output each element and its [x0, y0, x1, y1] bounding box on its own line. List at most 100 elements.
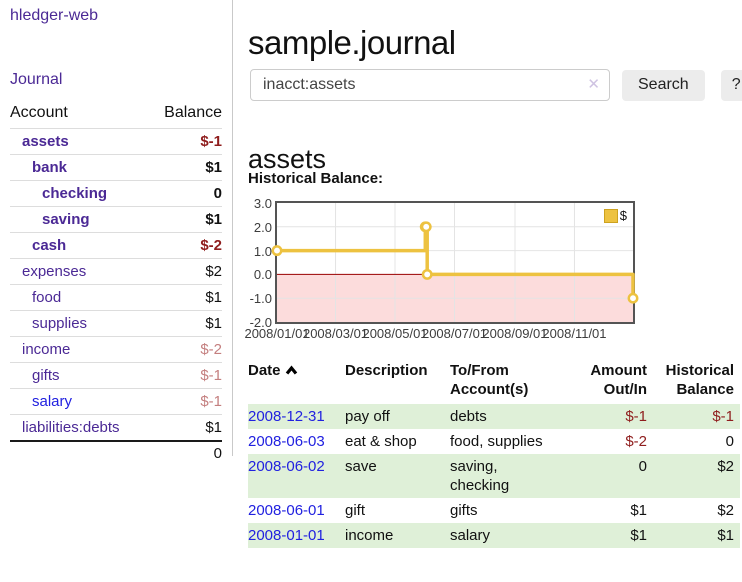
app-brand-link[interactable]: hledger-web — [10, 7, 99, 24]
transaction-amount: $1 — [630, 502, 647, 519]
accounts-header-account: Account — [10, 104, 68, 121]
search-form: ✕ Search ? — [250, 69, 742, 101]
account-row: saving $1 — [10, 206, 222, 233]
account-cell: cash — [10, 232, 149, 259]
account-link[interactable]: food — [32, 289, 62, 306]
main-content: sample.journal ✕ Search ? assets Histori… — [244, 0, 742, 582]
page-title: sample.journal — [248, 24, 456, 62]
account-link[interactable]: assets — [22, 133, 69, 150]
account-link[interactable]: gifts — [32, 367, 60, 384]
account-cell: salary — [10, 388, 149, 415]
account-row: supplies $1 — [10, 310, 222, 337]
account-row: food $1 — [10, 284, 222, 311]
register-section: Date Description To/From Account(s) Amou… — [248, 358, 740, 548]
search-button[interactable]: Search — [622, 69, 705, 101]
y-axis-tick-label: 3.0 — [253, 196, 272, 211]
x-axis-tick-label: 2008/07/01 — [421, 326, 488, 341]
transaction-date-link[interactable]: 2008-06-03 — [248, 433, 325, 450]
accounts-total-spacer — [10, 440, 149, 465]
account-cell: food — [10, 284, 149, 311]
account-cell: income — [10, 336, 149, 363]
transaction-row: 2008-06-02 save saving, checking 0 $2 — [248, 454, 740, 498]
search-box: ✕ — [250, 69, 610, 101]
column-header-balance: Historical Balance — [665, 362, 734, 398]
account-cell: checking — [10, 180, 149, 207]
legend-swatch — [603, 208, 618, 223]
chart-plot-area[interactable]: $ — [271, 201, 639, 324]
transaction-row: 2008-06-03 eat & shop food, supplies $-2 0 — [248, 429, 740, 454]
y-axis-tick-label: -1.0 — [249, 291, 272, 307]
account-cell: expenses — [10, 258, 149, 285]
account-balance: $-1 — [148, 388, 222, 415]
account-link[interactable]: supplies — [32, 315, 88, 332]
x-axis: 2008/01/01 2008/03/01 2008/05/01 2008/07/01… — [244, 326, 633, 344]
y-axis-tick-label: 2.0 — [253, 219, 272, 235]
transaction-date-link[interactable]: 2008-06-02 — [248, 458, 325, 475]
account-row: income $-2 — [10, 336, 222, 363]
transaction-balance: $1 — [717, 527, 734, 544]
transaction-balance: $2 — [717, 502, 734, 519]
account-row: bank $1 — [10, 154, 222, 181]
transaction-description: income — [345, 527, 394, 544]
account-row: salary $-1 — [10, 388, 222, 415]
transaction-date-cell: 2008-06-03 — [248, 429, 345, 454]
account-balance: $1 — [148, 206, 222, 233]
chart-title: Historical Balance: — [248, 170, 384, 187]
transaction-amount: $1 — [630, 527, 647, 544]
register-header-row: Date Description To/From Account(s) Amou… — [248, 358, 740, 404]
accounts-total-value: 0 — [148, 440, 222, 465]
column-header-date[interactable]: Date — [248, 358, 345, 404]
account-row: gifts $-1 — [10, 362, 222, 389]
chart-legend: $ — [603, 208, 627, 223]
account-balance: $2 — [148, 258, 222, 285]
account-balance: $-1 — [148, 128, 222, 155]
accounts-header-row: Account Balance — [10, 100, 222, 129]
account-row: cash $-2 — [10, 232, 222, 259]
transaction-accounts: gifts — [450, 502, 478, 519]
column-header-amount: Amount Out/In — [590, 362, 647, 398]
transaction-accounts: saving, checking — [450, 458, 510, 494]
account-link[interactable]: saving — [42, 211, 90, 228]
account-balance: $-2 — [148, 232, 222, 259]
account-balance: $-1 — [148, 362, 222, 389]
account-balance: $1 — [148, 310, 222, 337]
transaction-date-link[interactable]: 2008-06-01 — [248, 502, 325, 519]
transaction-date-link[interactable]: 2008-01-01 — [248, 527, 325, 544]
register-table: Date Description To/From Account(s) Amou… — [248, 358, 740, 548]
transaction-date-cell: 2008-06-01 — [248, 498, 345, 523]
accounts-header-balance: Balance — [164, 104, 222, 121]
clear-search-icon[interactable]: ✕ — [587, 76, 600, 93]
sidebar-item-journal[interactable]: Journal — [10, 71, 63, 88]
help-button[interactable]: ? — [720, 69, 742, 101]
sort-ascending-icon[interactable] — [285, 362, 298, 381]
account-row: liabilities:debts $1 — [10, 414, 222, 441]
account-balance: 0 — [148, 180, 222, 207]
search-input[interactable] — [250, 69, 610, 101]
account-link[interactable]: checking — [42, 185, 108, 202]
account-cell: liabilities:debts — [10, 414, 149, 441]
transaction-date-link[interactable]: 2008-12-31 — [248, 408, 325, 425]
account-link[interactable]: bank — [32, 159, 68, 176]
account-link[interactable]: income — [22, 341, 71, 358]
account-cell: gifts — [10, 362, 149, 389]
transaction-description: gift — [345, 502, 366, 519]
x-axis-tick-label: 2008/09/01 — [482, 326, 548, 341]
account-link[interactable]: salary — [32, 393, 73, 410]
transaction-accounts: salary — [450, 527, 491, 544]
transaction-balance: 0 — [725, 433, 734, 450]
account-row: checking 0 — [10, 180, 222, 207]
transaction-description: pay off — [345, 408, 390, 425]
column-header-description: Description — [345, 362, 428, 379]
account-link[interactable]: cash — [32, 237, 67, 254]
transaction-date-cell: 2008-12-31 — [248, 404, 345, 429]
transaction-row: 2008-12-31 pay off debts $-1 $-1 — [248, 404, 740, 429]
account-link[interactable]: liabilities:debts — [22, 419, 120, 436]
y-axis-tick-label: 1.0 — [253, 243, 272, 259]
y-axis: 3.0 2.0 1.0 0.0 -1.0 -2.0 — [248, 196, 272, 330]
x-axis-tick-label: 2008/03/01 — [302, 326, 369, 341]
transaction-amount: $-1 — [625, 408, 647, 425]
account-balance: $-2 — [148, 336, 222, 363]
column-header-accounts: To/From Account(s) — [450, 362, 529, 398]
account-link[interactable]: expenses — [22, 263, 87, 280]
account-balance: $1 — [148, 154, 222, 181]
